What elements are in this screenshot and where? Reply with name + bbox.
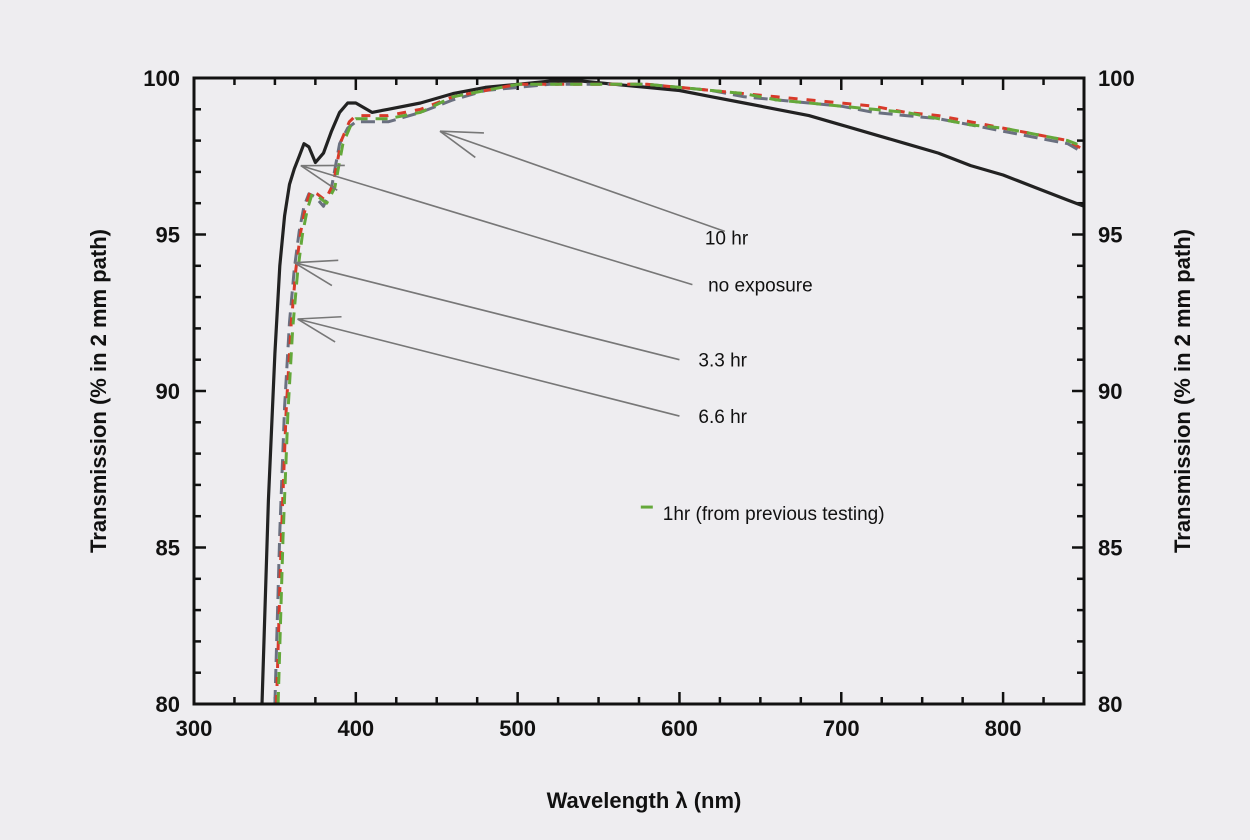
- y-tick-label-left: 80: [156, 692, 180, 717]
- y-tick-label-right: 85: [1098, 536, 1122, 561]
- annotation-1hr-from-previous-testing: 1hr (from previous testing): [663, 504, 885, 525]
- x-tick-label: 500: [499, 716, 536, 741]
- y-tick-label-right: 95: [1098, 223, 1122, 248]
- annotation-no-exposure: no exposure: [708, 276, 813, 297]
- y-tick-label-left: 100: [143, 66, 180, 91]
- y-tick-label-right: 90: [1098, 379, 1122, 404]
- x-tick-label: 600: [661, 716, 698, 741]
- y-tick-label-left: 95: [156, 223, 180, 248]
- x-tick-label: 400: [337, 716, 374, 741]
- y-tick-label-right: 100: [1098, 66, 1135, 91]
- annotation-3-3-hr: 3.3 hr: [698, 351, 747, 372]
- x-tick-label: 800: [985, 716, 1022, 741]
- y-axis-title-left: Transmission (% in 2 mm path): [86, 229, 111, 553]
- y-tick-label-right: 80: [1098, 692, 1122, 717]
- annotation-10-hr: 10 hr: [705, 229, 749, 250]
- x-tick-label: 700: [823, 716, 860, 741]
- y-tick-label-left: 85: [156, 536, 180, 561]
- annotation-6-6-hr: 6.6 hr: [698, 407, 747, 428]
- plot-area: [194, 78, 1084, 704]
- x-axis-title: Wavelength λ (nm): [547, 788, 742, 813]
- x-tick-label: 300: [176, 716, 213, 741]
- y-axis-title-right: Transmission (% in 2 mm path): [1170, 229, 1195, 553]
- y-tick-label-left: 90: [156, 379, 180, 404]
